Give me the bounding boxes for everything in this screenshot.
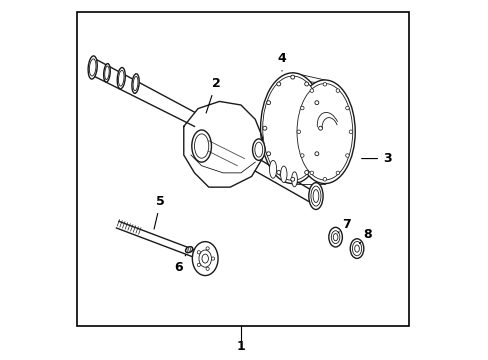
Circle shape (300, 106, 304, 110)
Text: 5: 5 (154, 195, 164, 229)
Circle shape (276, 82, 280, 86)
Circle shape (309, 89, 313, 93)
Circle shape (197, 263, 200, 266)
Ellipse shape (331, 231, 339, 244)
Circle shape (304, 171, 308, 174)
Ellipse shape (133, 76, 138, 91)
Circle shape (348, 130, 352, 134)
Ellipse shape (328, 227, 342, 247)
Circle shape (318, 126, 322, 130)
Text: 8: 8 (359, 228, 371, 244)
Ellipse shape (194, 134, 208, 158)
Text: 4: 4 (277, 52, 286, 71)
Ellipse shape (104, 66, 109, 80)
Circle shape (263, 126, 266, 130)
Text: 3: 3 (361, 152, 391, 165)
Ellipse shape (262, 76, 322, 180)
Ellipse shape (103, 64, 110, 82)
Circle shape (345, 106, 348, 110)
Ellipse shape (294, 80, 354, 184)
Ellipse shape (192, 242, 218, 275)
Ellipse shape (310, 186, 320, 206)
Ellipse shape (296, 84, 352, 180)
Circle shape (335, 171, 339, 175)
Ellipse shape (202, 254, 208, 263)
Circle shape (309, 171, 313, 175)
Circle shape (290, 75, 294, 79)
Ellipse shape (254, 142, 262, 157)
Ellipse shape (291, 172, 297, 187)
Circle shape (266, 152, 270, 156)
Circle shape (300, 154, 304, 157)
Circle shape (296, 130, 300, 134)
Circle shape (323, 177, 326, 181)
Circle shape (211, 257, 214, 260)
Ellipse shape (252, 139, 264, 160)
Text: 7: 7 (337, 218, 350, 233)
Ellipse shape (191, 130, 211, 162)
Ellipse shape (349, 239, 363, 258)
Ellipse shape (88, 56, 97, 79)
Circle shape (205, 247, 209, 250)
Ellipse shape (354, 245, 359, 252)
Bar (77, 12, 408, 327)
Ellipse shape (132, 74, 139, 93)
Ellipse shape (89, 59, 96, 76)
Circle shape (345, 154, 348, 157)
Circle shape (205, 267, 209, 270)
Circle shape (266, 101, 270, 105)
Circle shape (323, 82, 326, 86)
Ellipse shape (312, 190, 318, 203)
Circle shape (304, 82, 308, 86)
Ellipse shape (352, 242, 361, 256)
Circle shape (314, 152, 318, 156)
Ellipse shape (185, 247, 192, 253)
Ellipse shape (333, 234, 337, 241)
Ellipse shape (308, 183, 323, 210)
Ellipse shape (199, 250, 211, 267)
Ellipse shape (118, 70, 124, 86)
Circle shape (197, 251, 200, 254)
Ellipse shape (280, 166, 286, 183)
Circle shape (335, 89, 339, 93)
Ellipse shape (269, 160, 276, 178)
Text: 2: 2 (205, 77, 220, 113)
Text: 6: 6 (174, 255, 185, 274)
Circle shape (276, 171, 280, 174)
Ellipse shape (117, 68, 125, 89)
Ellipse shape (260, 73, 324, 184)
Text: 1: 1 (236, 339, 245, 352)
Circle shape (314, 101, 318, 105)
Circle shape (290, 177, 294, 181)
